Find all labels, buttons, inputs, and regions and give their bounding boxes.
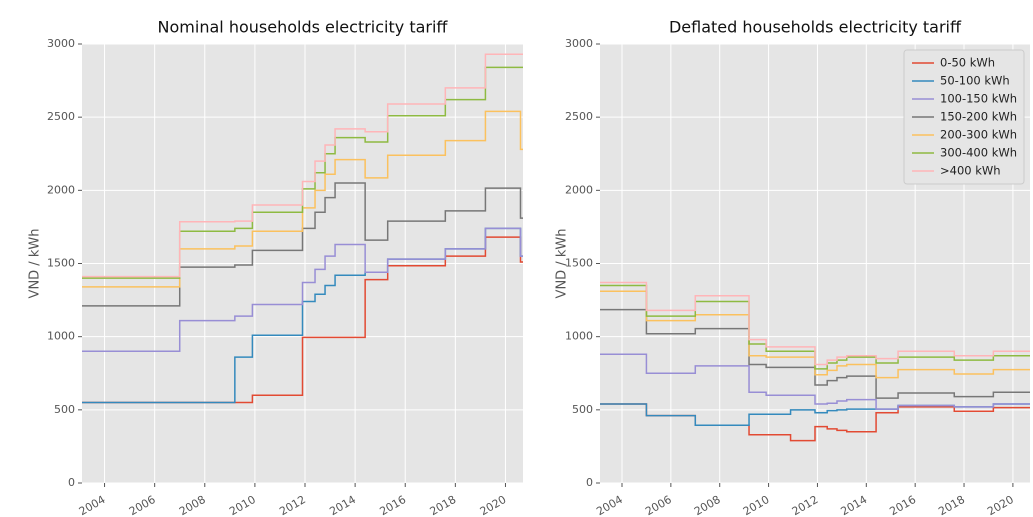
series-line: [600, 284, 1030, 370]
legend: [903, 49, 1025, 185]
series-line: [82, 110, 523, 288]
chart-title: Deflated households electricity tariff: [669, 18, 962, 37]
y-tick-label: 2000: [565, 183, 593, 196]
series-line: [600, 308, 1030, 399]
x-tick-label: 2012: [277, 493, 308, 517]
series-line: [600, 290, 1030, 379]
x-tick-label: 2006: [643, 493, 674, 517]
legend-label: 150-200 kWh: [940, 110, 1017, 124]
x-tick-label: 2020: [478, 493, 509, 517]
x-tick-label: 2008: [177, 493, 208, 517]
x-tick-label: 2004: [77, 493, 108, 517]
legend-label: 100-150 kWh: [940, 92, 1017, 106]
series-line: [82, 227, 523, 353]
series-line: [600, 353, 1030, 410]
legend-label: >400 kWh: [940, 164, 1001, 178]
legend-label: 300-400 kWh: [940, 146, 1017, 160]
x-tick-label: 2004: [594, 493, 625, 517]
x-tick-label: 2016: [887, 493, 918, 517]
y-tick-label: 0: [586, 476, 593, 489]
y-tick-label: 2500: [565, 110, 593, 123]
x-tick-label: 2020: [985, 493, 1016, 517]
x-tick-label: 2006: [127, 493, 158, 517]
x-tick-label: 2008: [692, 493, 723, 517]
series-line: [82, 182, 523, 307]
y-tick-label: 1000: [47, 330, 75, 343]
x-tick-label: 2010: [227, 493, 258, 517]
legend-label: 200-300 kWh: [940, 128, 1017, 142]
legend-label: 0-50 kWh: [940, 56, 995, 70]
y-tick-label: 1500: [47, 257, 75, 270]
series-line: [600, 281, 1030, 366]
y-axis-label: VND / kWh: [555, 229, 570, 299]
legend-label: 50-100 kWh: [940, 74, 1010, 88]
y-tick-label: 2000: [47, 183, 75, 196]
y-tick-label: 500: [54, 403, 75, 416]
x-tick-label: 2018: [428, 493, 459, 517]
y-tick-label: 0: [68, 476, 75, 489]
y-tick-label: 500: [572, 403, 593, 416]
y-tick-label: 3000: [47, 37, 75, 50]
x-tick-label: 2014: [839, 493, 870, 517]
y-tick-label: 3000: [565, 37, 593, 50]
x-tick-label: 2010: [741, 493, 772, 517]
y-tick-label: 1000: [565, 330, 593, 343]
chart-title: Nominal households electricity tariff: [158, 18, 449, 37]
series-line: [82, 53, 523, 278]
y-tick-label: 2500: [47, 110, 75, 123]
y-tick-label: 1500: [565, 257, 593, 270]
x-tick-label: 2016: [377, 493, 408, 517]
x-tick-label: 2014: [327, 493, 358, 517]
y-axis-label: VND / kWh: [28, 229, 43, 299]
x-tick-label: 2018: [936, 493, 967, 517]
x-tick-label: 2012: [790, 493, 821, 517]
